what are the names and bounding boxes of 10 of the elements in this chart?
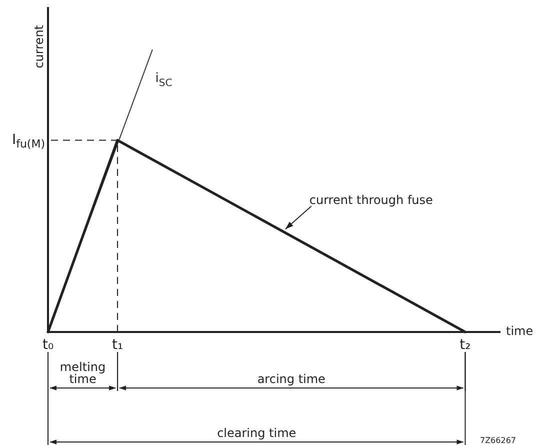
text: current through fuse [309, 193, 433, 208]
text: clearing time [217, 426, 296, 440]
x-axis-title: time [506, 324, 534, 338]
x-tick-label: t₁ [112, 337, 124, 354]
text: arcing time [257, 372, 326, 386]
x-tick-label: t₀ [42, 337, 54, 354]
y-axis-title: current [32, 24, 46, 68]
text: 7Z66267 [480, 436, 516, 445]
text: melting time [60, 360, 106, 386]
x-tick-label: t₂ [460, 337, 471, 354]
